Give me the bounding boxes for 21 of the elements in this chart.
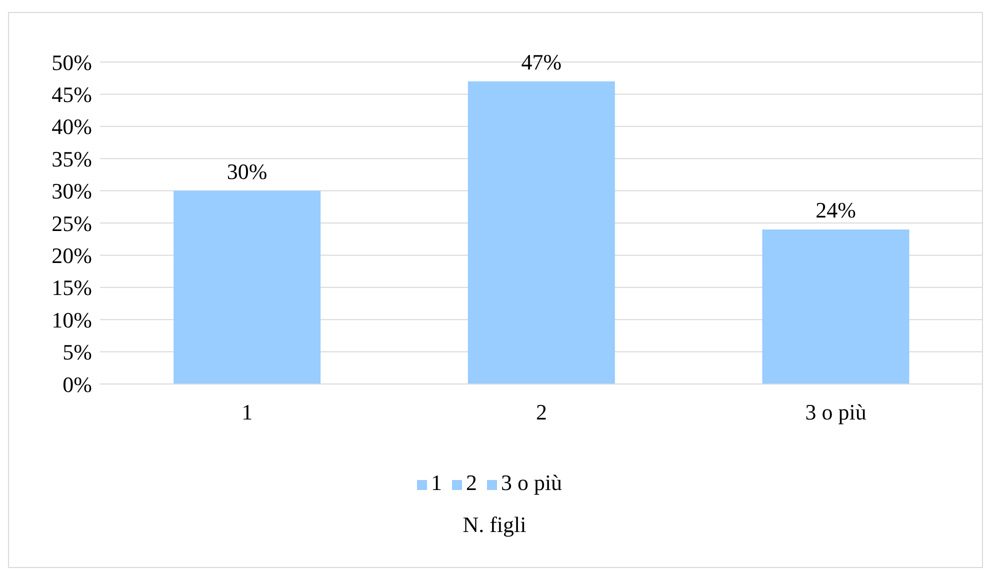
- legend-label: 2: [466, 470, 477, 495]
- legend-label: 3 o più: [500, 470, 562, 495]
- x-tick-label: 2: [536, 400, 547, 425]
- data-label: 24%: [816, 197, 856, 222]
- x-axis-title: N. figli: [462, 512, 528, 538]
- y-tick-label: 5%: [62, 340, 92, 365]
- y-tick-label: 45%: [52, 82, 92, 108]
- x-tick-label: 3 o più: [805, 400, 866, 425]
- x-tick-label: 1: [242, 400, 253, 425]
- y-tick-label: 50%: [52, 50, 92, 75]
- y-tick-label: 40%: [52, 114, 92, 140]
- y-tick-label: 15%: [52, 275, 92, 300]
- y-tick-label: 0%: [62, 372, 92, 397]
- y-tick-label: 30%: [52, 178, 92, 204]
- data-label: 47%: [521, 49, 562, 74]
- y-tick-label: 10%: [52, 307, 92, 332]
- y-tick-label: 20%: [52, 243, 92, 268]
- y-tick-label: 25%: [52, 210, 92, 236]
- data-label: 30%: [226, 158, 268, 184]
- legend-label: 1: [430, 470, 442, 495]
- y-tick-label: 35%: [52, 146, 92, 172]
